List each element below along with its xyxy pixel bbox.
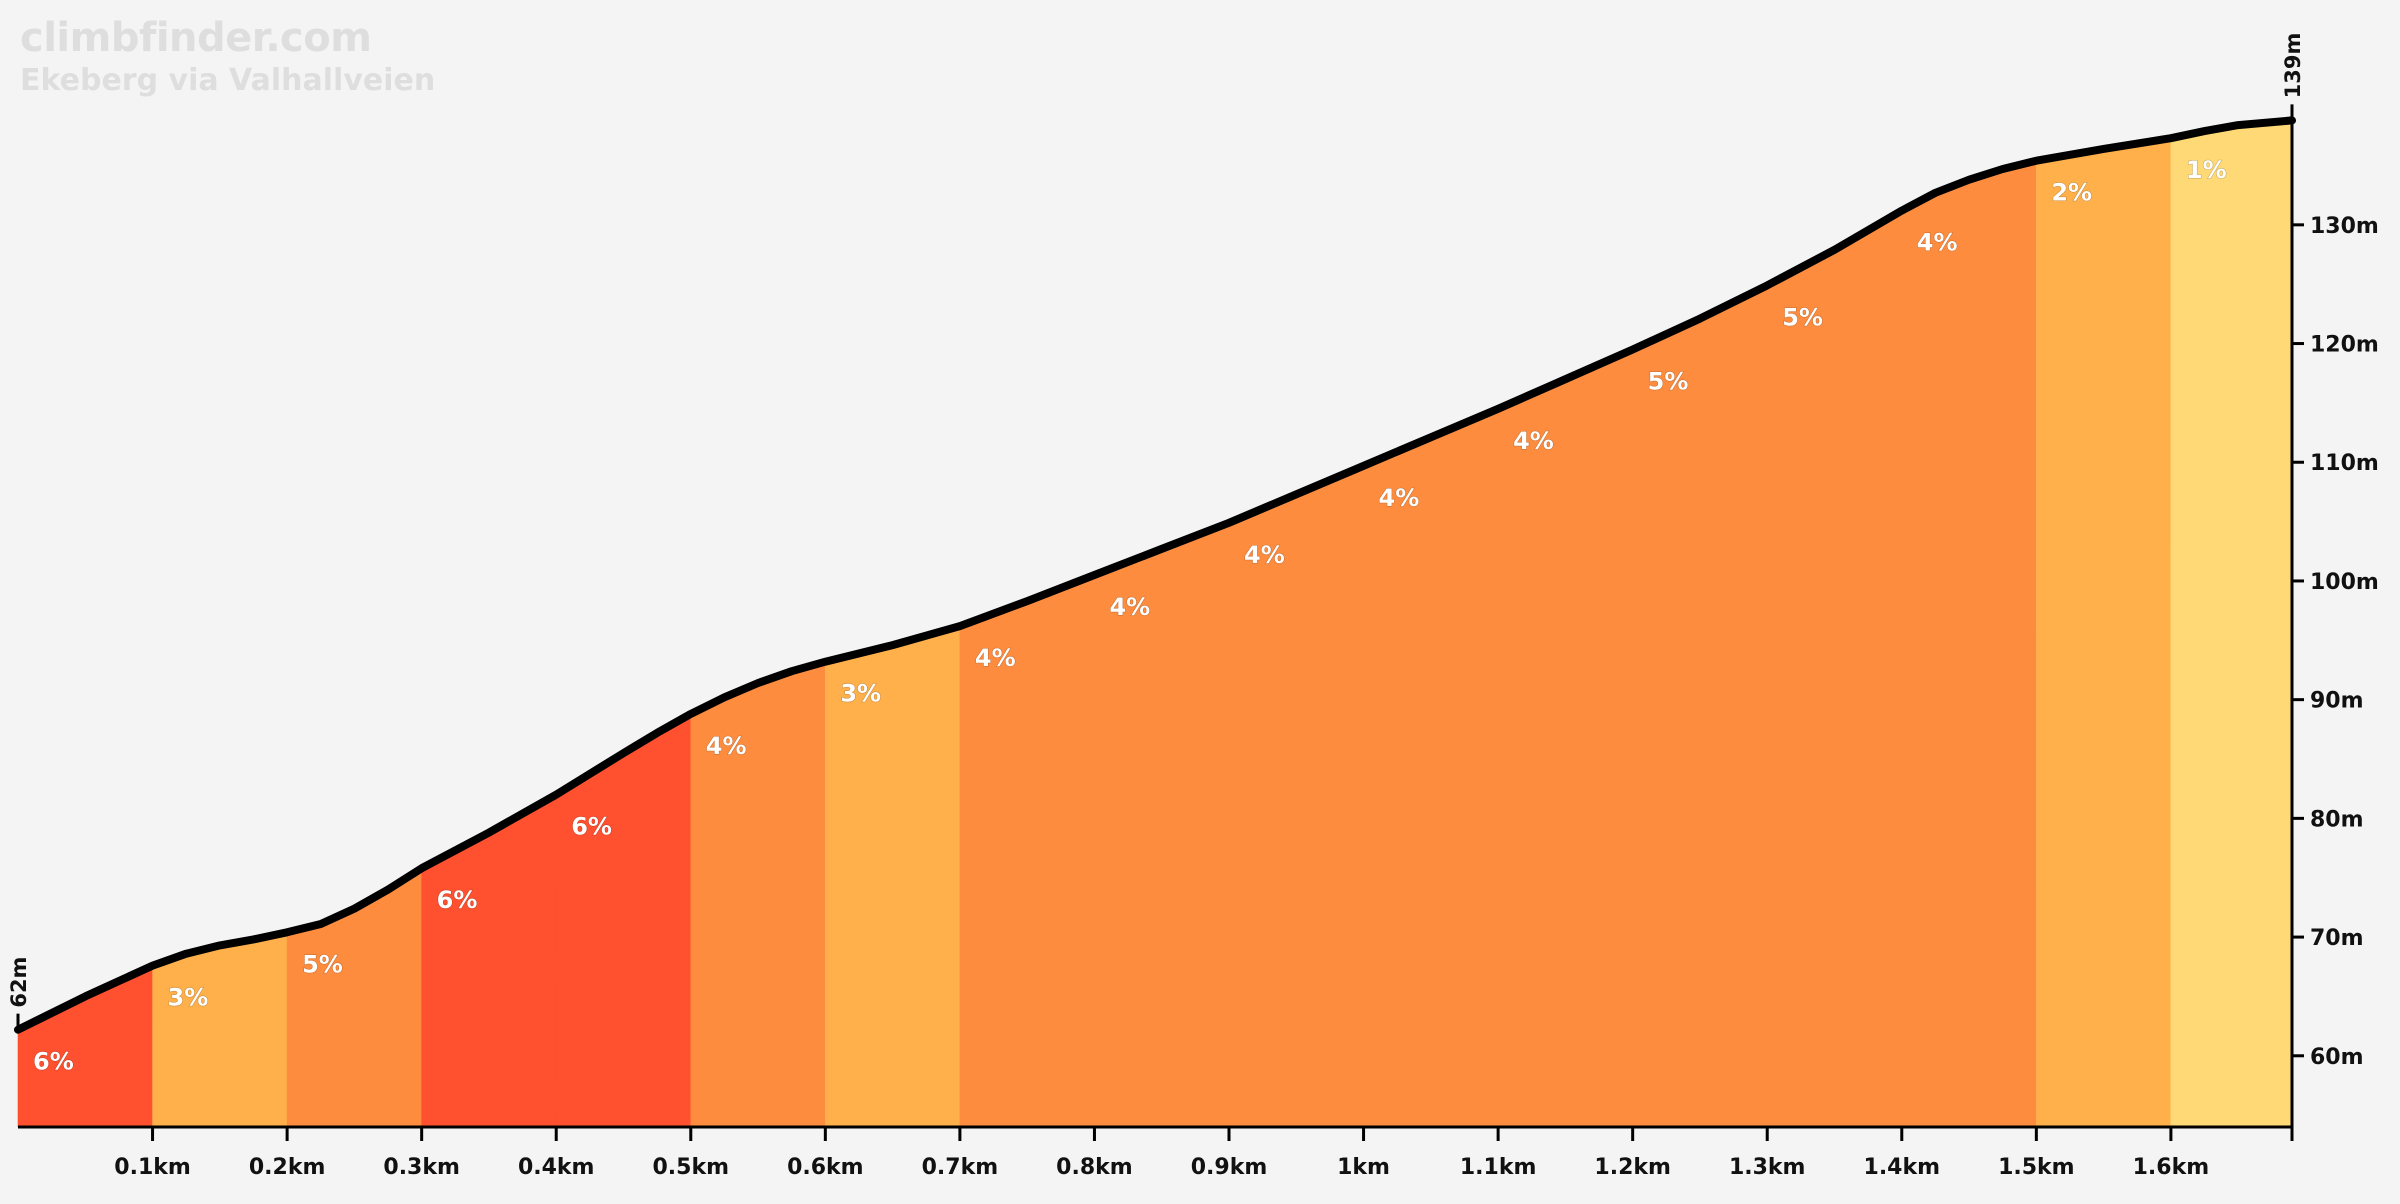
segment-area — [2035, 137, 2172, 1128]
y-tick-label: 130m — [2310, 214, 2379, 239]
x-tick-label: 1.2km — [1594, 1155, 1671, 1180]
grade-label: 3% — [840, 680, 881, 708]
grade-label: 4% — [706, 732, 747, 760]
grade-label: 6% — [437, 886, 478, 914]
watermark-site: climbfinder.com — [20, 15, 372, 61]
segment-area — [421, 794, 557, 1128]
grade-label: 2% — [2051, 179, 2092, 207]
segment-area — [2170, 120, 2293, 1128]
profile-line — [14, 116, 2296, 1034]
x-tick-label: 1.4km — [1864, 1155, 1941, 1180]
x-tick-label: 0.8km — [1056, 1155, 1133, 1180]
segment-area — [1901, 160, 2037, 1128]
segment-area — [1632, 284, 1768, 1128]
watermark-climb-name: Ekeberg via Valhallveien — [20, 63, 436, 98]
y-tick-label: 110m — [2310, 451, 2379, 476]
grade-label: 4% — [1244, 541, 1285, 569]
y-tick-label: 80m — [2310, 807, 2364, 832]
x-tick-label: 1.5km — [1998, 1155, 2075, 1180]
x-tick-label: 0.9km — [1191, 1155, 1268, 1180]
segment-area — [1766, 210, 1903, 1128]
grade-label: 1% — [2186, 156, 2227, 184]
x-tick-label: 1.1km — [1460, 1155, 1537, 1180]
y-tick-label: 100m — [2310, 570, 2379, 595]
x-tick-label: 1km — [1337, 1155, 1390, 1180]
x-tick-label: 0.1km — [114, 1155, 191, 1180]
grade-label: 5% — [1648, 367, 1689, 395]
x-tick-label: 0.2km — [249, 1155, 326, 1180]
grade-label: 4% — [1513, 427, 1554, 455]
x-tick-label: 1.3km — [1729, 1155, 1806, 1180]
grade-label: 6% — [33, 1048, 74, 1076]
grade-label: 5% — [1782, 303, 1823, 331]
segment-area — [555, 713, 692, 1128]
grade-label: 5% — [302, 950, 343, 978]
watermark: climbfinder.com Ekeberg via Valhallveien — [20, 18, 435, 96]
segment-area — [1363, 408, 1499, 1128]
y-tick-label: 120m — [2310, 333, 2379, 358]
grade-label: 4% — [975, 644, 1016, 672]
x-tick-label: 0.4km — [518, 1155, 595, 1180]
segment-area — [17, 965, 153, 1128]
y-tick-label: 60m — [2310, 1045, 2364, 1070]
segment-area — [1497, 349, 1634, 1128]
grade-label: 4% — [1379, 484, 1420, 512]
x-tick-label: 0.7km — [922, 1155, 999, 1180]
grade-label: 3% — [168, 984, 209, 1012]
end-elevation-label: 139m — [2281, 33, 2305, 99]
start-elevation-label: 62m — [7, 957, 31, 1008]
x-tick-label: 0.5km — [653, 1155, 730, 1180]
x-tick-label: 0.3km — [383, 1155, 460, 1180]
x-tick-label: 1.6km — [2133, 1155, 2210, 1180]
grade-label: 6% — [571, 813, 612, 841]
grade-label: 4% — [1917, 229, 1958, 257]
x-tick-label: 0.6km — [787, 1155, 864, 1180]
y-tick-label: 90m — [2310, 689, 2364, 714]
y-tick-label: 70m — [2310, 926, 2364, 951]
grade-label: 4% — [1109, 593, 1150, 621]
